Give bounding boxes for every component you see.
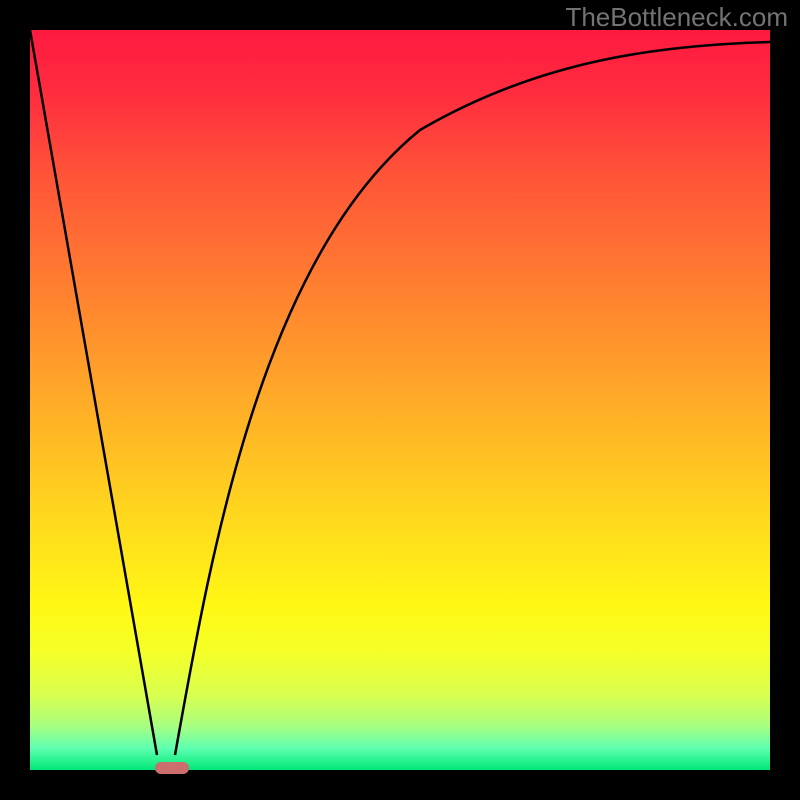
minimum-marker xyxy=(155,762,189,774)
watermark-text: TheBottleneck.com xyxy=(565,2,788,33)
chart-container: { "watermark": { "text": "TheBottleneck.… xyxy=(0,0,800,800)
bottleneck-chart xyxy=(0,0,800,800)
